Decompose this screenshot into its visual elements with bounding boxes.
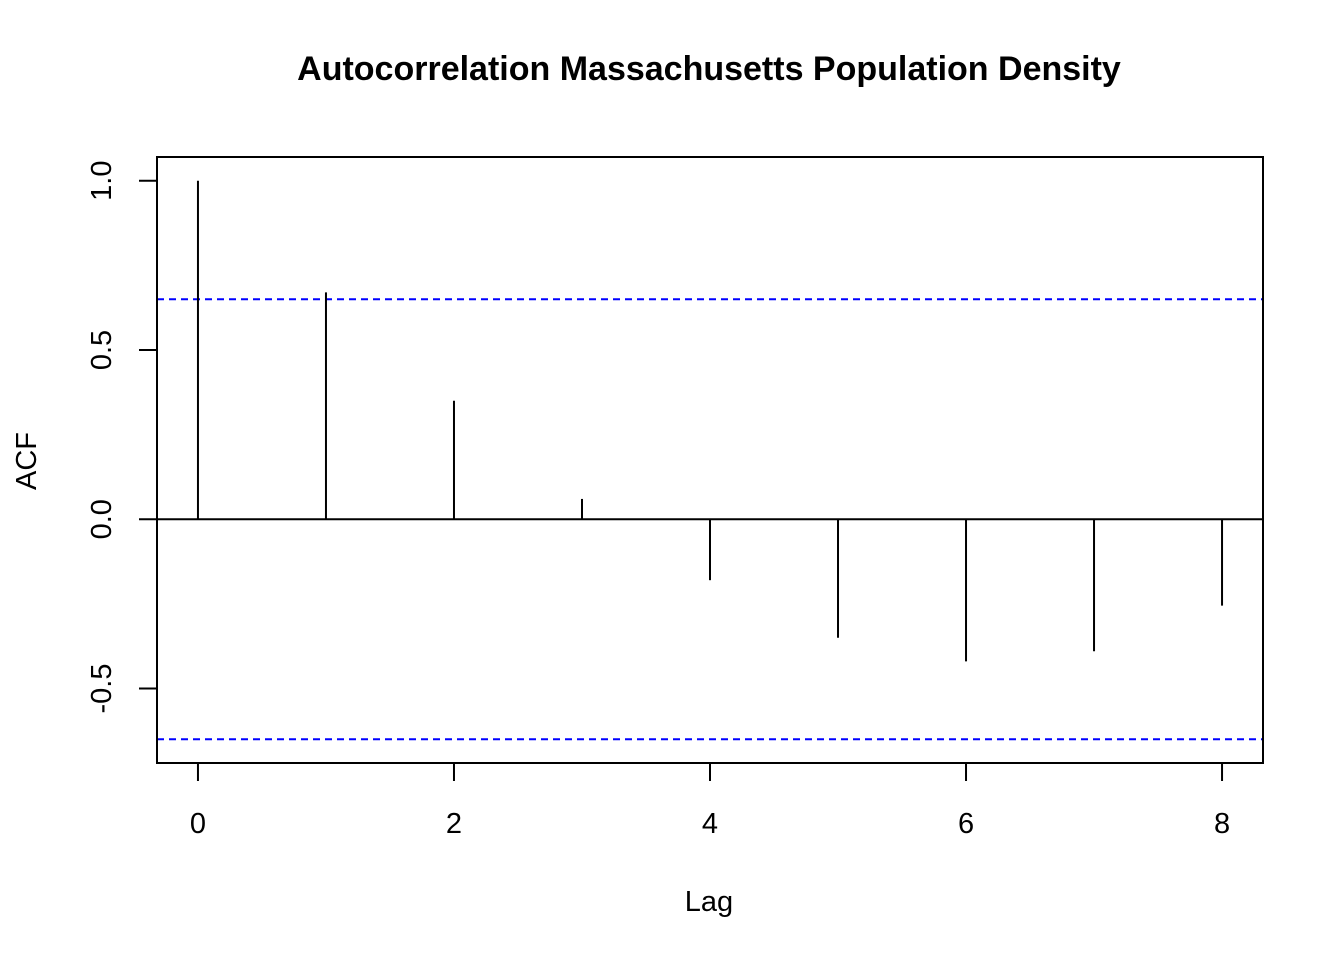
plot-area: 0 2 4 6 8 -0.5 0.0 0.5 1.0 [86,161,1263,840]
x-tick-label: 4 [702,808,718,840]
x-tick-label: 2 [446,808,462,840]
x-tick-label: 8 [1214,808,1230,840]
chart-title: Autocorrelation Massachusetts Population… [297,50,1121,88]
y-tick-label: 0.0 [86,499,118,539]
y-tick-label: 1.0 [86,161,118,201]
plot-frame [156,156,1264,764]
y-tick-label: 0.5 [86,330,118,370]
x-tick-label: 0 [190,808,206,840]
x-tick-label: 6 [958,808,974,840]
y-tick-label: -0.5 [86,664,118,714]
y-axis-label: ACF [11,432,43,490]
x-axis-label: Lag [685,886,733,918]
